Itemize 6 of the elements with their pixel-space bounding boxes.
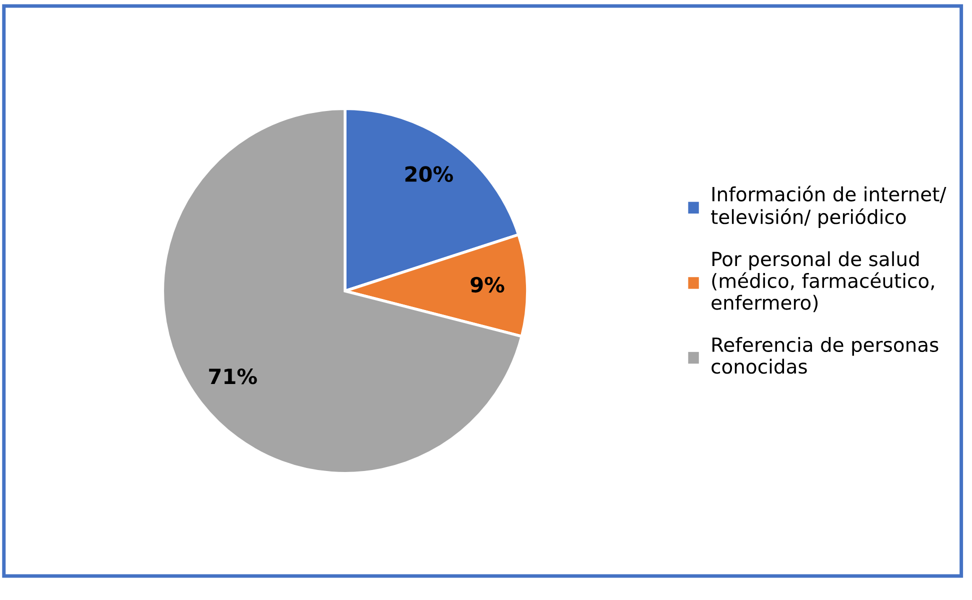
legend-label: Información de internet/ televisión/ periódico [711,186,946,228]
legend-label: Referencia de personas conocidas [712,336,938,374]
legend-label: Por personal de salud (médico, farmacéutico, enfermero) [712,251,934,312]
data-label: 20% [405,166,453,182]
data-label: 9% [470,276,504,293]
data-label: 71% [209,368,257,384]
